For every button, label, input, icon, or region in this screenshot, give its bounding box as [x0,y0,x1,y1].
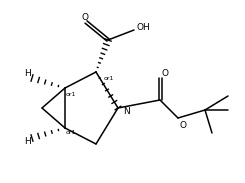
Text: or1: or1 [104,76,114,81]
Text: N: N [123,107,129,115]
Text: OH: OH [136,23,150,33]
Text: O: O [82,14,88,23]
Text: O: O [180,122,186,130]
Text: O: O [161,68,169,77]
Text: or1: or1 [66,92,76,96]
Text: H: H [24,137,30,147]
Text: or1: or1 [66,130,76,135]
Text: H: H [24,70,30,79]
